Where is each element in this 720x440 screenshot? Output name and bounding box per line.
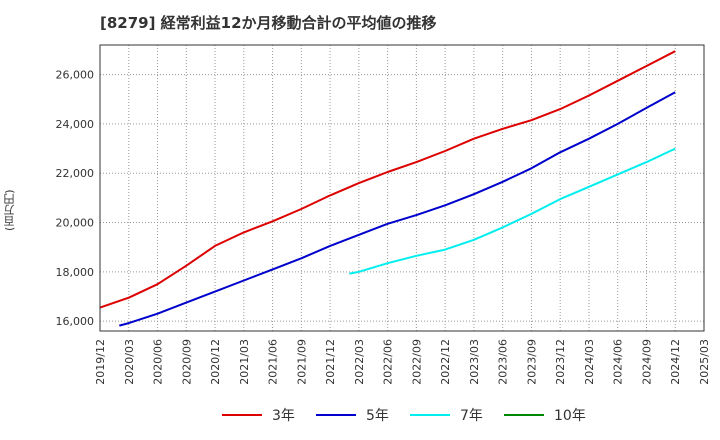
legend-swatch [222, 414, 262, 416]
x-tick-label: 2020/09 [180, 339, 193, 385]
x-tick-label: 2024/12 [669, 339, 682, 385]
plot-area-frame [99, 44, 705, 332]
legend-item: 3年 [222, 405, 295, 425]
y-tick-label: 26,000 [56, 69, 95, 82]
x-tick-label: 2023/03 [468, 339, 481, 385]
legend-item: 5年 [316, 405, 389, 425]
x-tick-label: 2021/12 [324, 339, 337, 385]
x-tick-label: 2022/12 [439, 339, 452, 385]
legend-item: 10年 [504, 405, 586, 425]
x-tick-label: 2023/06 [497, 339, 510, 385]
x-tick-label: 2024/06 [612, 339, 625, 385]
legend-label: 10年 [554, 408, 586, 424]
x-tick-label: 2020/12 [209, 339, 222, 385]
y-tick-label: 18,000 [56, 266, 95, 279]
legend-label: 3年 [272, 408, 295, 424]
y-tick-label: 22,000 [56, 167, 95, 180]
x-tick-label: 2021/03 [238, 339, 251, 385]
legend-label: 7年 [460, 408, 483, 424]
series-line-3年 [99, 50, 676, 309]
legend-item: 7年 [410, 405, 483, 425]
x-tick-label: 2024/03 [583, 339, 596, 385]
x-tick-label: 2021/06 [267, 339, 280, 385]
chart-title: [8279] 経常利益12か月移動合計の平均値の推移 [100, 14, 437, 32]
legend-swatch [504, 414, 544, 416]
series-line-7年 [349, 147, 676, 275]
x-tick-label: 2020/03 [123, 339, 136, 385]
y-tick-label: 20,000 [56, 217, 95, 230]
x-tick-label: 2024/09 [640, 339, 653, 385]
y-tick-label: 24,000 [56, 118, 95, 131]
x-tick-label: 2022/09 [410, 339, 423, 385]
x-tick-label: 2020/06 [152, 339, 165, 385]
x-tick-label: 2021/09 [295, 339, 308, 385]
legend-label: 5年 [366, 408, 389, 424]
x-tick-label: 2025/03 [698, 339, 711, 385]
legend-swatch [316, 414, 356, 416]
x-tick-label: 2023/12 [554, 339, 567, 385]
line-chart: 16,000 18,000 20,000 22,000 24,000 26,000 2019… [56, 44, 711, 385]
x-tick-label: 2019/12 [94, 339, 107, 385]
x-tick-label: 2022/03 [353, 339, 366, 385]
chart-legend: 3年 5年 7年 10年 [0, 400, 720, 430]
series-line-5年 [119, 91, 676, 327]
legend-swatch [410, 414, 450, 416]
y-tick-label: 16,000 [56, 315, 95, 328]
x-tick-label: 2023/09 [525, 339, 538, 385]
x-tick-label: 2022/06 [382, 339, 395, 385]
